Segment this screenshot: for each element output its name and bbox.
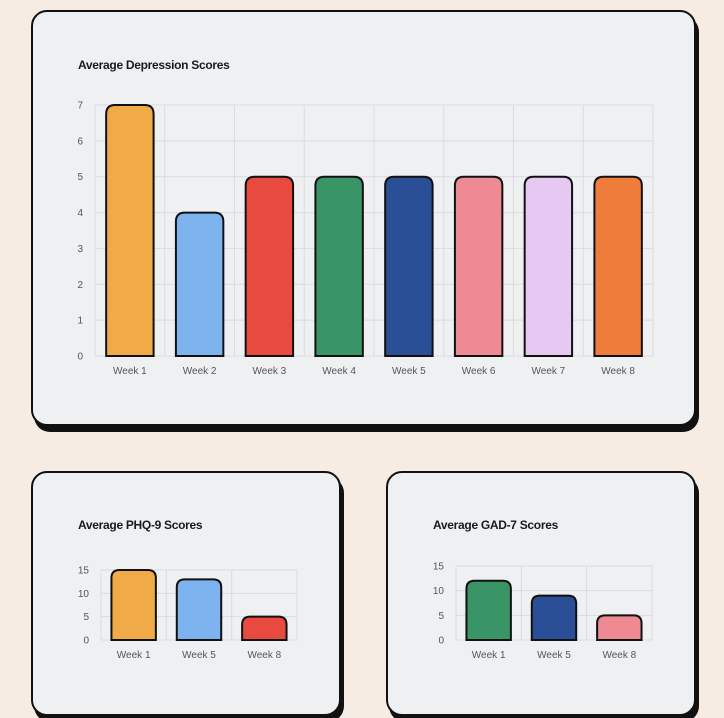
x-tick-label: Week 3 [253, 366, 287, 377]
x-tick-label: Week 8 [247, 650, 281, 661]
x-tick-label: Week 8 [601, 366, 635, 377]
x-tick-label: Week 8 [602, 650, 636, 661]
x-tick-label: Week 7 [532, 366, 566, 377]
bar [530, 594, 578, 641]
y-tick-label: 0 [83, 636, 89, 647]
bar [175, 578, 223, 641]
bar [523, 175, 574, 357]
x-tick-label: Week 2 [183, 366, 217, 377]
x-tick-label: Week 1 [117, 650, 151, 661]
chart-title: Average Depression Scores [78, 58, 230, 72]
y-tick-label: 5 [77, 172, 83, 183]
y-tick-label: 4 [77, 208, 83, 219]
bar [314, 175, 364, 357]
bar [596, 614, 643, 641]
bar [384, 175, 434, 357]
y-tick-label: 1 [77, 316, 83, 327]
y-tick-label: 15 [78, 566, 90, 577]
bar [593, 175, 643, 357]
x-tick-label: Week 6 [462, 366, 496, 377]
y-tick-label: 10 [78, 589, 90, 600]
x-tick-label: Week 4 [322, 366, 356, 377]
y-tick-label: 0 [77, 352, 83, 363]
y-tick-label: 15 [433, 562, 445, 573]
phq9-chart: Average PHQ-9 Scores 0 5 10 15 Week 1 Week 5 W… [78, 518, 298, 661]
bar [244, 175, 295, 357]
y-tick-label: 2 [77, 280, 83, 291]
y-tick-label: 5 [438, 611, 444, 622]
chart-title: Average GAD-7 Scores [433, 518, 559, 532]
phq9-chart-card: Average PHQ-9 Scores 0 5 10 15 Week 1 Week 5 W… [31, 471, 341, 716]
x-tick-label: Week 5 [182, 650, 216, 661]
y-tick-label: 6 [77, 136, 83, 147]
bar [174, 211, 225, 357]
bar [105, 104, 155, 357]
bar [241, 615, 288, 641]
bar [110, 569, 157, 641]
x-tick-label: Week 1 [472, 650, 506, 661]
bar [465, 579, 512, 641]
y-tick-label: 7 [77, 101, 83, 112]
y-tick-label: 3 [77, 244, 83, 255]
bar [453, 175, 504, 357]
y-tick-label: 5 [83, 612, 89, 623]
chart-title: Average PHQ-9 Scores [78, 518, 203, 532]
gad7-chart-card: Average GAD-7 Scores 0 5 10 15 Week 1 Week 5 W… [386, 471, 696, 716]
y-tick-label: 0 [438, 636, 444, 647]
gad7-chart: Average GAD-7 Scores 0 5 10 15 Week 1 Week 5 W… [433, 518, 653, 661]
y-tick-label: 10 [433, 586, 445, 597]
x-tick-label: Week 5 [537, 650, 571, 661]
x-tick-label: Week 1 [113, 366, 147, 377]
depression-chart: Average Depression Scores 0 1 2 3 4 5 6 7 Week 1… [77, 58, 654, 377]
x-tick-label: Week 5 [392, 366, 426, 377]
depression-chart-card: Average Depression Scores 0 1 2 3 4 5 6 7 Week 1… [31, 10, 696, 426]
